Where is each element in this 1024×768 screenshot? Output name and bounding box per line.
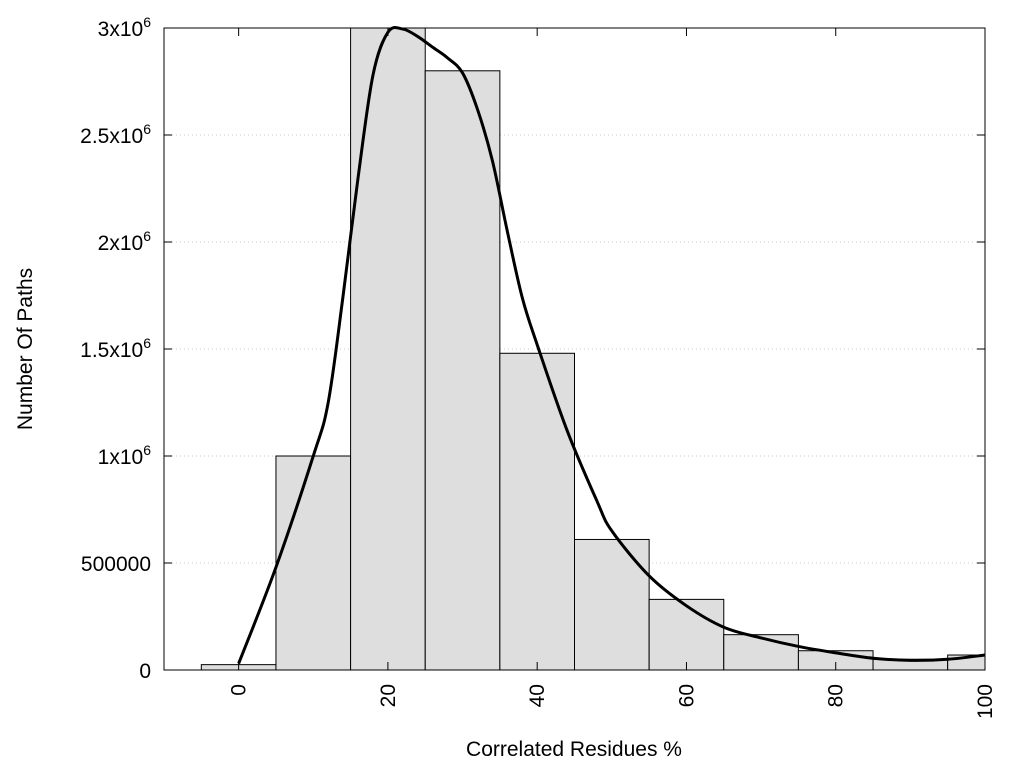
bar-1 <box>275 455 352 671</box>
x-tick-label-2: 40 <box>526 684 549 707</box>
y-axis-title: Number Of Paths <box>14 268 37 430</box>
y-tick-label-5: 2.5x106 <box>80 121 151 148</box>
bar-2 <box>350 27 426 671</box>
bar-6 <box>648 598 725 671</box>
y-tick-label-0: 0 <box>139 660 151 683</box>
bar-5 <box>574 538 650 671</box>
fit-curve-group <box>237 26 986 665</box>
y-tick-label-6: 3x106 <box>98 14 152 41</box>
x-axis-ticks: 0 20 40 60 80 100 <box>228 28 997 719</box>
x-tick-label-3: 60 <box>675 684 698 707</box>
x-tick-label-4: 80 <box>825 684 848 707</box>
y-axis-ticks: 0 500000 1x106 1.5x106 2x106 2.5x106 3x106 <box>80 14 985 683</box>
x-tick-label-0: 0 <box>228 684 251 696</box>
x-axis-title: Correlated Residues % <box>466 738 682 761</box>
bar-7 <box>723 634 799 671</box>
y-tick-label-3: 1.5x106 <box>80 335 151 362</box>
y-tick-label-2: 1x106 <box>98 442 152 469</box>
x-tick-label-1: 20 <box>377 684 400 707</box>
fit-curve-line <box>237 26 986 665</box>
y-tick-label-1: 500000 <box>81 553 151 576</box>
bar-4 <box>499 352 576 671</box>
y-tick-label-4: 2x106 <box>98 228 152 255</box>
x-tick-label-5: 100 <box>974 684 997 719</box>
bar-3 <box>424 70 501 671</box>
histogram-bars <box>200 27 986 671</box>
